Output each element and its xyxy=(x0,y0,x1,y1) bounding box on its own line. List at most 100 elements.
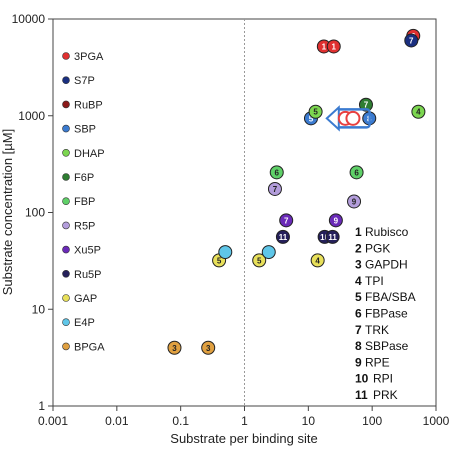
data-point-label: 1 xyxy=(332,42,337,51)
data-point xyxy=(404,33,419,48)
enzyme-name: SBPase xyxy=(365,339,409,353)
y-tick-label: 10 xyxy=(32,302,46,316)
legend: 3PGA S7P RuBP SBP DHAP F6P FBP R5P Xu5P Ru5P GAP E4… xyxy=(62,51,105,353)
enzyme-name: FBPase xyxy=(365,307,408,321)
enzyme-number: 7 xyxy=(355,323,362,337)
data-point-label: 3 xyxy=(172,344,177,353)
legend-label: E4P xyxy=(74,317,95,329)
data-point-label: 5 xyxy=(217,256,222,265)
legend-label: GAP xyxy=(74,293,97,305)
data-point-label: 6 xyxy=(275,168,280,177)
data-point-label: 5 xyxy=(309,114,314,123)
legend-marker xyxy=(62,76,70,84)
x-tick-label: 1 xyxy=(241,414,248,428)
data-point xyxy=(308,104,323,119)
data-point-label: 7 xyxy=(364,101,369,110)
legend-label: BPGA xyxy=(74,341,105,353)
data-point xyxy=(279,213,294,228)
legend-label: 3PGA xyxy=(74,51,104,63)
data-point-label: 1 xyxy=(322,42,327,51)
data-point-label: 7 xyxy=(284,216,289,225)
data-point-label: 9 xyxy=(334,216,339,225)
legend-label: R5P xyxy=(74,220,95,232)
annotation-arrow xyxy=(325,105,371,132)
data-point xyxy=(275,229,290,244)
data-point-label: 5 xyxy=(313,108,318,117)
enzyme-number: 10 xyxy=(355,372,369,386)
legend-marker xyxy=(62,269,70,278)
data-point xyxy=(201,340,216,355)
x-tick-label: 0.1 xyxy=(172,414,189,428)
legend-label: S7P xyxy=(74,75,95,87)
legend-label: SBP xyxy=(74,124,96,136)
data-point-label: 10 xyxy=(320,233,329,242)
data-point xyxy=(310,253,325,268)
legend-marker xyxy=(62,149,70,157)
enzyme-name: GAPDH xyxy=(365,258,408,272)
x-tick-label: 0.001 xyxy=(38,414,68,428)
enzyme-number: 5 xyxy=(355,290,362,304)
y-tick-label: 100 xyxy=(25,206,45,220)
legend-label: RuBP xyxy=(74,99,103,111)
y-tick-label: 1 xyxy=(38,399,45,413)
legend-marker xyxy=(62,52,70,60)
data-point-label: 4 xyxy=(416,108,421,117)
data-point xyxy=(358,97,373,112)
legend-label: F6P xyxy=(74,172,94,184)
data-point-label: 9 xyxy=(352,197,357,206)
data-point-label: 3 xyxy=(206,344,211,353)
data-point-label: 6 xyxy=(354,168,359,177)
data-point xyxy=(325,229,340,244)
enzyme-name: TPI xyxy=(365,274,384,288)
enzyme-name: TRK xyxy=(365,323,389,337)
data-points: 21175854766797911101155433 xyxy=(167,28,426,355)
data-point xyxy=(252,253,267,268)
data-point-label: 5 xyxy=(257,256,262,265)
legend-marker xyxy=(62,100,70,109)
legend-marker xyxy=(62,197,70,205)
enzyme-name: FBA/SBA xyxy=(365,290,416,304)
y-tick-label: 1000 xyxy=(18,109,45,123)
legend-marker xyxy=(62,124,70,133)
highlight-ring xyxy=(345,110,361,126)
legend-label: DHAP xyxy=(74,148,105,160)
enzyme-name: Rubisco xyxy=(365,225,409,239)
legend-marker xyxy=(62,173,70,181)
axis-ticks: 0.001 0.01 0.1 1 10 100 1000 1 10 100 1000 10000 xyxy=(12,12,450,428)
legend-marker xyxy=(62,221,70,230)
data-point xyxy=(349,165,364,180)
enzyme-number: 2 xyxy=(355,241,362,255)
data-point xyxy=(269,165,284,180)
data-point-label: 11 xyxy=(328,233,337,242)
enzyme-number: 6 xyxy=(355,307,362,321)
y-axis-title: Substrate concentration [µM] xyxy=(0,129,15,295)
x-tick-label: 10 xyxy=(302,414,316,428)
enzyme-name: RPI xyxy=(373,372,393,386)
enzyme-number: 3 xyxy=(355,258,362,272)
enzyme-name: PRK xyxy=(373,388,398,402)
enzyme-name: RPE xyxy=(365,355,390,369)
enzyme-number: 9 xyxy=(355,355,362,369)
enzyme-number: 8 xyxy=(355,339,362,353)
data-point-label: 7 xyxy=(409,36,414,45)
legend-label: FBP xyxy=(74,196,95,208)
legend-marker xyxy=(62,342,70,351)
enzyme-number: 1 xyxy=(355,225,362,239)
data-point xyxy=(326,39,341,54)
legend-marker xyxy=(62,318,70,327)
enzyme-number: 4 xyxy=(355,274,362,288)
y-tick-label: 10000 xyxy=(12,12,46,26)
x-tick-label: 0.01 xyxy=(105,414,129,428)
data-point xyxy=(261,245,276,260)
x-axis-title: Substrate per binding site xyxy=(170,431,317,446)
legend-label: Ru5P xyxy=(74,269,102,281)
data-point xyxy=(218,245,233,260)
data-point-label: 7 xyxy=(273,185,278,194)
data-point-label: 11 xyxy=(279,233,288,242)
data-point-label: 4 xyxy=(315,256,320,265)
legend-label: Xu5P xyxy=(74,245,101,257)
x-tick-label: 1000 xyxy=(423,414,450,428)
legend-marker xyxy=(62,245,70,254)
